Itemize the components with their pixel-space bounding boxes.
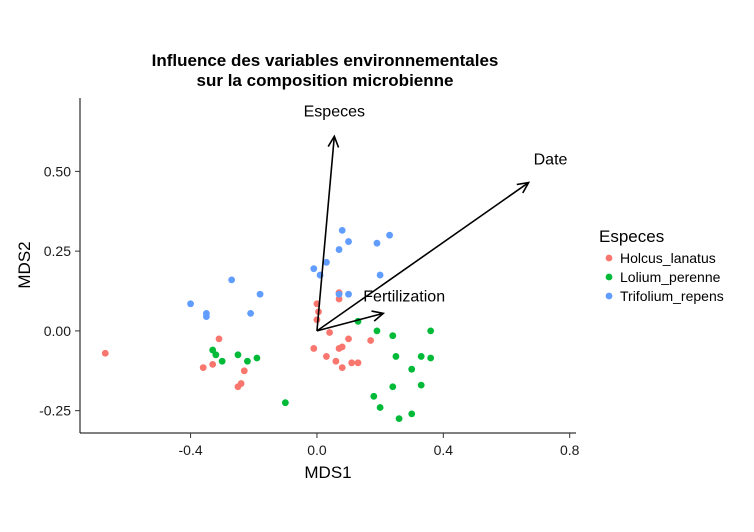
data-point-holcus-lanatus xyxy=(345,335,352,343)
y-tick-label: 0.00 xyxy=(44,323,71,339)
x-tick-label: 0.0 xyxy=(307,442,327,458)
data-point-lolium-perenne xyxy=(370,392,378,400)
data-point-lolium-perenne xyxy=(389,332,397,340)
data-point-holcus-lanatus xyxy=(310,345,318,352)
data-point-holcus-lanatus xyxy=(199,364,207,371)
data-point-trifolium-repens xyxy=(338,227,346,234)
data-point-lolium-perenne xyxy=(212,351,220,359)
data-point-lolium-perenne xyxy=(373,327,381,335)
data-point-lolium-perenne xyxy=(389,383,397,391)
legend-key xyxy=(605,254,613,262)
data-point-trifolium-repens xyxy=(228,276,236,284)
data-point-lolium-perenne xyxy=(209,346,217,354)
data-point-lolium-perenne xyxy=(234,351,242,359)
data-point-trifolium-repens xyxy=(310,265,318,273)
data-point-lolium-perenne xyxy=(392,353,400,360)
chart-title-line1: Influence des variables environnementale… xyxy=(152,51,499,70)
data-point-trifolium-repens xyxy=(376,271,384,279)
x-tick-label: 0.8 xyxy=(560,442,580,458)
y-tick-label: -0.25 xyxy=(39,403,71,419)
data-point-lolium-perenne xyxy=(417,353,425,360)
data-point-trifolium-repens xyxy=(345,290,352,298)
data-point-holcus-lanatus xyxy=(338,343,346,351)
y-tick-label: 0.25 xyxy=(44,243,71,259)
arrow-shaft xyxy=(316,136,336,331)
legend-items: Holcus_lanatus Lolium_perenne Trifolium_re… xyxy=(605,250,724,304)
data-point-lolium-perenne xyxy=(427,327,435,335)
data-point-holcus-lanatus xyxy=(332,357,340,365)
vector-arrows: Especes Date Fertilization xyxy=(304,103,568,332)
legend-label: Lolium_perenne xyxy=(620,269,721,285)
data-point-holcus-lanatus xyxy=(101,349,109,357)
data-point-holcus-lanatus xyxy=(209,361,217,368)
arrow-label: Especes xyxy=(304,103,365,120)
chart-title-line2: sur la composition microbienne xyxy=(197,71,454,90)
data-point-lolium-perenne xyxy=(244,357,251,365)
legend-title: Especes xyxy=(599,227,664,246)
data-point-holcus-lanatus xyxy=(354,359,362,367)
data-point-trifolium-repens xyxy=(386,231,394,239)
data-point-lolium-perenne xyxy=(427,354,435,362)
data-point-lolium-perenne xyxy=(395,415,403,423)
arrow-shaft xyxy=(316,312,384,332)
x-tick-label: -0.4 xyxy=(179,442,203,458)
legend: Especes Holcus_lanatus Lolium_perenne Trif… xyxy=(599,227,724,304)
data-point-trifolium-repens xyxy=(373,239,381,247)
data-point-holcus-lanatus xyxy=(237,380,245,387)
data-point-trifolium-repens xyxy=(187,300,194,308)
data-point-trifolium-repens xyxy=(335,290,343,298)
arrow-head xyxy=(371,310,386,322)
data-point-trifolium-repens xyxy=(247,309,254,317)
arrow-head xyxy=(516,181,531,194)
data-point-lolium-perenne xyxy=(376,404,384,411)
arrow-label: Date xyxy=(534,152,568,169)
legend-key xyxy=(605,292,613,300)
y-axis-ticks: -0.25 0.00 0.25 0.50 xyxy=(39,163,80,419)
data-point-lolium-perenne xyxy=(281,399,289,407)
data-point-lolium-perenne xyxy=(417,381,425,389)
data-point-holcus-lanatus xyxy=(240,367,248,375)
data-point-trifolium-repens xyxy=(323,258,330,266)
data-point-holcus-lanatus xyxy=(323,353,330,360)
data-point-trifolium-repens xyxy=(345,238,352,245)
arrow-label: Fertilization xyxy=(363,288,445,305)
data-point-trifolium-repens xyxy=(202,313,210,320)
data-points xyxy=(101,227,435,423)
x-axis-title: MDS1 xyxy=(304,463,351,482)
arrow-head xyxy=(327,134,340,148)
arrow-shaft xyxy=(316,181,530,332)
data-point-lolium-perenne xyxy=(408,365,416,373)
data-point-lolium-perenne xyxy=(253,354,261,362)
data-point-holcus-lanatus xyxy=(348,359,356,367)
x-axis-ticks: -0.4 0.0 0.4 0.8 xyxy=(179,433,580,458)
data-point-lolium-perenne xyxy=(218,357,226,365)
data-point-holcus-lanatus xyxy=(215,335,223,343)
data-point-holcus-lanatus xyxy=(335,295,343,303)
y-axis-title: MDS2 xyxy=(15,241,34,288)
data-point-holcus-lanatus xyxy=(326,329,333,336)
data-point-trifolium-repens xyxy=(256,290,264,298)
legend-label: Holcus_lanatus xyxy=(620,250,716,266)
data-point-trifolium-repens xyxy=(335,246,343,253)
plot-area: -0.4 0.0 0.4 0.8 -0.25 0.00 0.25 0.50 Especes D… xyxy=(39,98,580,458)
legend-label: Trifolium_repens xyxy=(620,288,724,304)
data-point-holcus-lanatus xyxy=(367,337,375,344)
x-tick-label: 0.4 xyxy=(434,442,454,458)
data-point-lolium-perenne xyxy=(408,410,416,418)
data-point-holcus-lanatus xyxy=(338,364,346,371)
y-tick-label: 0.50 xyxy=(44,163,71,179)
legend-key xyxy=(605,273,613,281)
